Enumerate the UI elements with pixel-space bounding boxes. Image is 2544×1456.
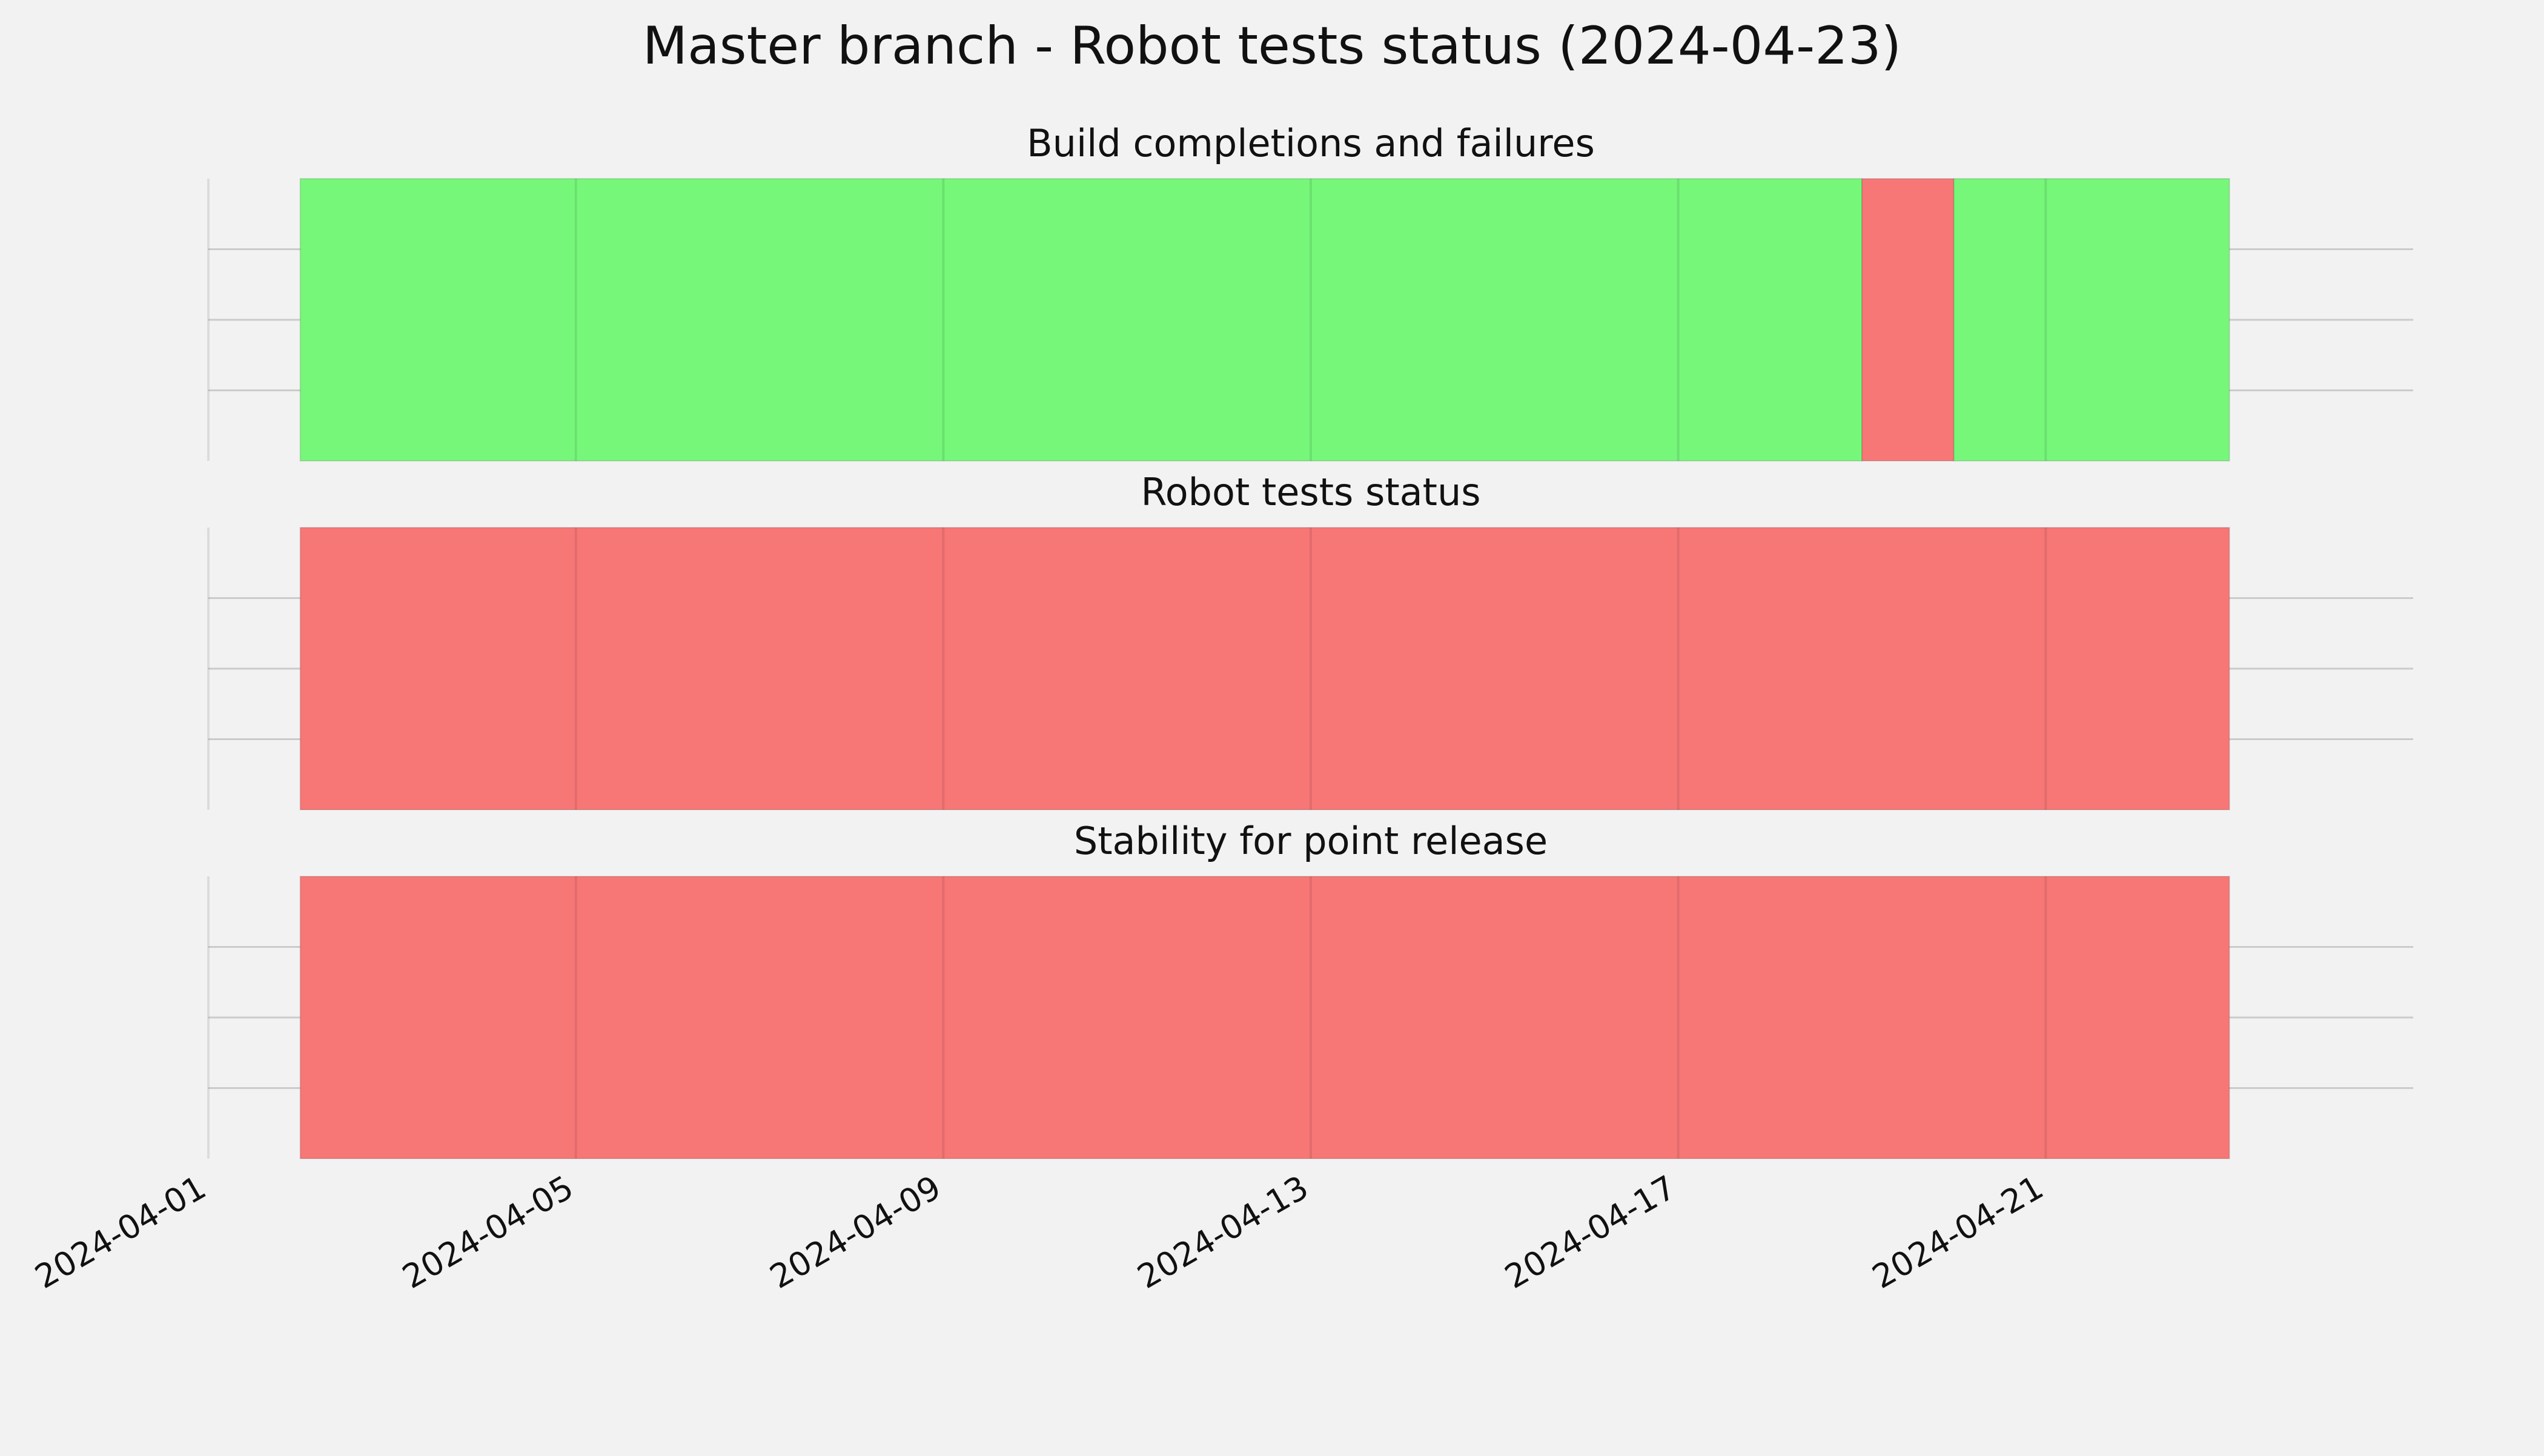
- panels-layer: Build completions and failures Robot test…: [207, 121, 2413, 1159]
- chart-title: Master branch - Robot tests status (2024…: [643, 16, 1901, 76]
- panel-2: Robot tests status: [207, 470, 2413, 810]
- panel-title: Stability for point release: [1074, 819, 1548, 863]
- status-segment-pass: [299, 178, 1863, 462]
- panel-1: Build completions and failures: [207, 121, 2413, 462]
- panel-title: Robot tests status: [1141, 470, 1480, 514]
- status-segment-fail: [1861, 178, 1955, 462]
- panel-title: Build completions and failures: [1027, 121, 1595, 165]
- status-segment-fail: [299, 876, 2230, 1159]
- status-segment-pass: [1953, 178, 2230, 462]
- status-segment-fail: [299, 527, 2230, 810]
- panel-3: Stability for point release: [207, 819, 2413, 1159]
